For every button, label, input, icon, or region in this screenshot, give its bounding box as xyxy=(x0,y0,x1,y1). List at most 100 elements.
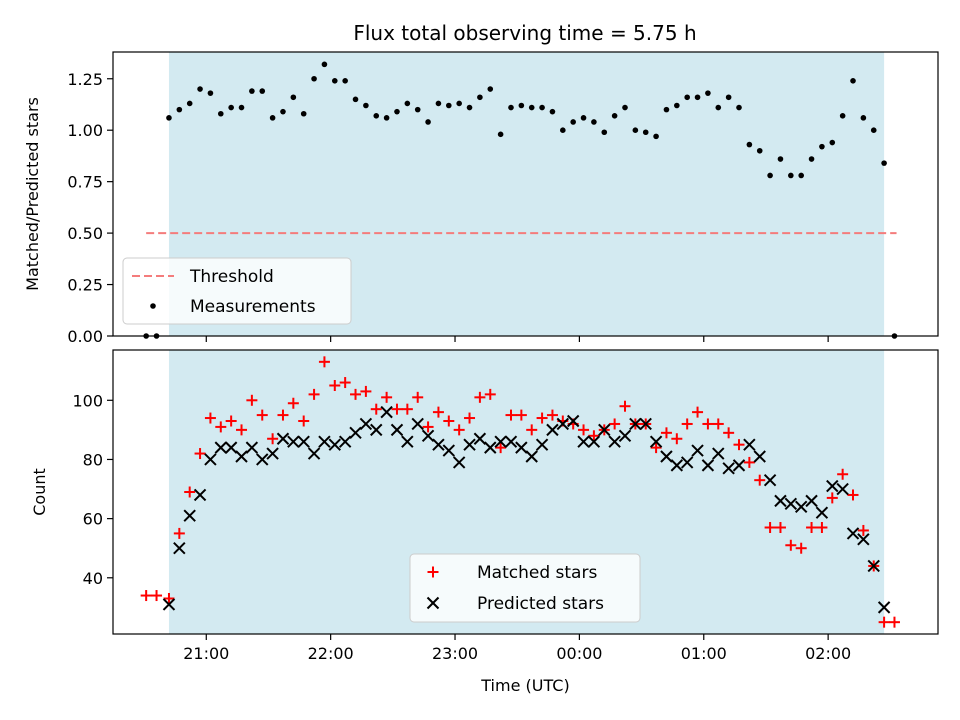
predicted-star-point xyxy=(566,414,580,428)
measurement-point xyxy=(456,100,462,107)
matched-star-point xyxy=(350,388,362,400)
matched-star-point xyxy=(826,492,838,504)
predicted-star-point xyxy=(504,435,518,448)
bottom-legend-box xyxy=(409,553,641,623)
matched-star-point xyxy=(681,418,693,430)
predicted-star-point xyxy=(556,417,570,431)
measurement-point xyxy=(290,94,297,101)
cross-stroke-b xyxy=(432,438,445,451)
matched-star-point xyxy=(692,406,704,418)
cross-stroke-b xyxy=(380,405,393,419)
measurement-point xyxy=(705,90,711,96)
measurement-point xyxy=(342,78,348,84)
matched-star-point xyxy=(422,421,434,433)
measurement-point xyxy=(580,115,587,121)
cross-stroke-b xyxy=(494,435,507,448)
matched-star-point xyxy=(671,433,683,445)
cross-stroke-b xyxy=(401,435,414,448)
measurement-point xyxy=(363,102,369,109)
predicted-star-point xyxy=(691,444,704,457)
cross-stroke-b xyxy=(484,441,497,454)
cross-stroke-b xyxy=(421,429,435,442)
predicted-star-point xyxy=(224,441,238,454)
matched-star-point xyxy=(857,524,869,536)
matched-star-point xyxy=(339,377,351,389)
cross-stroke-b xyxy=(836,482,849,496)
bottom-legend: Matched stars Predicted stars xyxy=(409,553,641,623)
cross-stroke-b xyxy=(660,450,673,463)
measurement-point xyxy=(404,100,411,107)
matched-star-point xyxy=(723,427,735,439)
measurement-point xyxy=(591,119,597,125)
matched-star-point xyxy=(277,409,289,421)
measurement-point xyxy=(166,115,172,121)
matched-star-point xyxy=(546,409,558,421)
legend-matched-swatch xyxy=(427,566,439,578)
matched-star-point xyxy=(432,406,444,418)
top-y-tick-label: 1.00 xyxy=(67,121,103,140)
predicted-star-point xyxy=(193,488,207,502)
legend-measurements-label: Measurements xyxy=(190,297,316,317)
predicted-star-point xyxy=(722,462,735,475)
predicted-star-point xyxy=(763,473,777,487)
predicted-star-point xyxy=(473,432,487,445)
cross-stroke-b xyxy=(670,459,684,472)
matched-star-point xyxy=(712,418,724,430)
top-legend-box xyxy=(122,257,352,325)
cross-stroke-b xyxy=(680,456,694,469)
predicted-star-point xyxy=(432,438,445,451)
x-axis-label: Time (UTC) xyxy=(480,676,569,695)
predicted-star-point xyxy=(338,435,352,448)
top-plot-frame xyxy=(112,51,939,337)
predicted-star-point xyxy=(784,497,798,511)
measurement-point xyxy=(632,127,639,134)
measurement-point xyxy=(259,88,266,94)
cross-stroke-b xyxy=(463,438,476,451)
star-count-panel: 40 60 80 100 21:00 22:00 23:00 00:00 01:00 02:00… xyxy=(30,349,939,695)
predicted-star-point xyxy=(774,494,787,508)
measurement-point xyxy=(839,112,846,119)
cross-stroke-b xyxy=(639,417,652,431)
cross-stroke-b xyxy=(598,423,611,437)
measurement-point xyxy=(186,100,193,107)
matched-star-points xyxy=(140,356,900,628)
predicted-star-point xyxy=(743,438,756,451)
measurement-point xyxy=(321,61,328,68)
matched-star-point xyxy=(184,486,196,498)
measurement-point xyxy=(549,108,556,115)
matched-star-point xyxy=(401,403,413,415)
predicted-star-point xyxy=(608,435,621,448)
top-y-axis-label: Matched/Predicted stars xyxy=(23,97,42,291)
measurement-point xyxy=(217,110,224,117)
matched-star-point xyxy=(505,409,517,421)
cross-stroke-b xyxy=(318,435,331,448)
bottom-x-axis: 21:00 22:00 23:00 00:00 01:00 02:00 xyxy=(183,634,851,663)
cross-stroke-b xyxy=(618,429,632,442)
measurement-point xyxy=(850,78,856,84)
measurement-point xyxy=(497,131,504,138)
bottom-plot-frame xyxy=(112,349,939,635)
measurement-point xyxy=(819,143,825,150)
predicted-star-points xyxy=(162,405,891,614)
matched-star-point xyxy=(370,403,382,415)
measurement-point xyxy=(477,94,483,101)
measurement-point xyxy=(311,75,317,82)
measurement-point xyxy=(280,108,286,115)
measurement-point xyxy=(560,127,566,134)
predicted-star-point xyxy=(535,438,549,451)
predicted-star-point xyxy=(515,441,528,454)
measurement-point xyxy=(788,172,794,179)
matched-star-point xyxy=(360,385,372,397)
matched-star-point xyxy=(163,593,175,604)
matched-star-point xyxy=(619,400,631,412)
predicted-star-point xyxy=(712,447,725,460)
measurement-point xyxy=(487,86,494,92)
cross-stroke-b xyxy=(877,601,891,614)
matched-star-point xyxy=(733,439,745,451)
matched-star-point xyxy=(515,409,527,421)
cross-stroke-b xyxy=(794,500,808,513)
predicted-star-point xyxy=(318,435,331,448)
predicted-star-point xyxy=(245,441,259,454)
legend-cross-marker xyxy=(426,596,440,610)
matched-star-point xyxy=(743,456,755,468)
